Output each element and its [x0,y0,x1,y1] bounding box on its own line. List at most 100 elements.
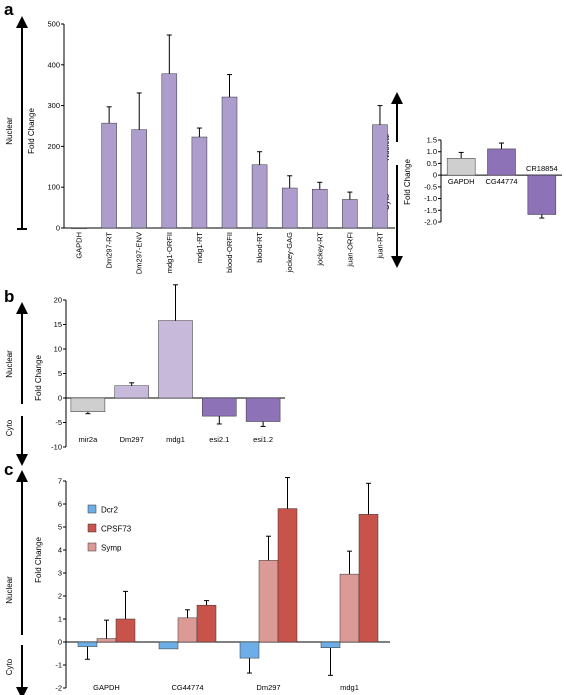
x-category-label: jockey-GAG [285,232,294,274]
bar-symp [258,560,279,643]
bar [245,397,281,422]
y-tick-label: -0.5 [424,182,437,191]
y-tick-label: 10 [54,345,62,354]
bar-cpsf73 [358,514,379,643]
y-tick-label: 4 [58,546,62,555]
bar [342,199,358,229]
panel-c-ylabel: Fold Change [34,537,43,583]
x-category-label: blood-RT [255,232,264,263]
legend-swatch-cpsf73 [87,523,97,533]
x-category-label: mdg1-ORFII [165,232,174,273]
chart-a: 0 100 200 300 400 500 GAPDH Dm297-RT Dm297-ENV md… [47,20,395,274]
bar [281,187,298,229]
x-category-label: juan-ORFI [345,232,354,268]
y-tick-label: 100 [47,183,60,192]
panel-c-letter: c [4,460,13,479]
y-tick-label: -1 [55,661,62,670]
x-category-label: Dm297-ENV [135,232,144,274]
bar [312,188,328,229]
x-category-label: blood-ORFII [225,232,234,273]
y-tick-label: -10 [51,443,62,452]
panel-b-ylabel: Fold Change [34,355,43,401]
bar-dcr2 [320,641,341,648]
x-category-label: GAPDH [93,683,120,692]
x-category-label: mdg1 [166,435,185,444]
x-category-label: CG44774 [171,683,203,692]
x-category-label: CR18854 [526,164,558,173]
y-tick-label: 2 [58,592,62,601]
bar-symp [177,617,198,643]
bar [114,385,149,399]
x-category-label: Dm297-RT [105,232,114,269]
y-tick-label: 20 [54,296,62,305]
y-tick-label: -1.5 [424,206,437,215]
y-tick-label: 5 [58,369,62,378]
bar [446,158,476,176]
y-tick-label: 3 [58,569,62,578]
x-category-label: juan-RT [375,232,384,260]
y-tick-label: 0.5 [427,159,437,168]
bar-dcr2 [158,641,179,650]
y-tick-label: 6 [58,500,62,509]
legend-label-symp: Symp [101,544,122,553]
y-tick-label: 0 [58,638,62,647]
bar [158,320,193,399]
y-tick-label: 5 [58,523,62,532]
x-category-label: esi1.2 [253,435,273,444]
panel-c-cyto-label: Cyto [5,658,14,675]
bar-symp [96,638,117,643]
x-category-label: esi2.1 [209,435,229,444]
legend-label-dcr2: Dcr2 [101,506,118,515]
bar [221,96,238,229]
y-tick-label: -2.0 [424,218,437,227]
bar [131,129,147,229]
chart-b: 20 15 10 5 0 -5 -10 mir2a Dm297 mdg1 esi2.1 esi1.2 [51,284,285,452]
y-tick-label: 300 [47,101,60,110]
y-tick-label: -2 [55,684,62,693]
panel-b-nuclear-label: Nuclear [5,350,14,378]
legend-label-cpsf73: CPSF73 [101,525,132,534]
y-tick-label: 1 [58,615,62,624]
bar-cpsf73 [115,618,136,643]
panel-a-letter: a [4,0,14,19]
x-category-label: GAPDH [448,177,475,186]
y-tick-label: 15 [54,320,62,329]
panel-a-ylabel: Fold Change [27,108,36,154]
bar-dcr2 [239,641,260,659]
x-category-label: GAPDH [75,232,84,259]
bar [487,148,516,176]
y-tick-label: 0 [58,394,62,403]
panel-a-nuclear-label: Nuclear [5,117,14,145]
y-tick-label: 0 [56,224,60,233]
y-tick-label: -1.0 [424,194,437,203]
y-tick-label: 1.5 [427,136,437,145]
y-tick-label: 500 [47,20,60,29]
bar [372,124,388,229]
x-category-label: Dm297 [120,435,144,444]
y-tick-label: 7 [58,477,62,486]
bar-cpsf73 [277,508,298,643]
x-category-label: CG44774 [485,177,517,186]
legend-swatch-dcr2 [87,504,97,514]
inset-ylabel: Fold Change [403,159,412,205]
x-category-label: mdg1 [340,683,359,692]
chart-c: 7 6 5 4 3 2 1 0 -1 -2 GAPDH CG44774 Dm297 mdg1 Dcr2 CPS… [55,477,390,693]
x-category-label: mir2a [79,435,99,444]
bar [101,122,117,229]
y-tick-label: -5 [55,418,62,427]
x-category-label: mdg1-RT [195,232,204,264]
panel-b-cyto-label: Cyto [5,419,14,436]
x-category-label: Dm297 [256,683,280,692]
x-category-label: jockey-RT [315,232,324,267]
panel-c-nuclear-label: Nuclear [5,576,14,604]
bar [71,227,87,230]
legend-swatch-symp [87,542,97,552]
panel-b-letter: b [4,287,14,306]
bar [527,174,557,215]
y-tick-label: 200 [47,142,60,151]
bar [161,73,178,229]
bar [202,397,237,417]
bar-dcr2 [77,641,98,647]
y-tick-label: 0 [433,171,437,180]
